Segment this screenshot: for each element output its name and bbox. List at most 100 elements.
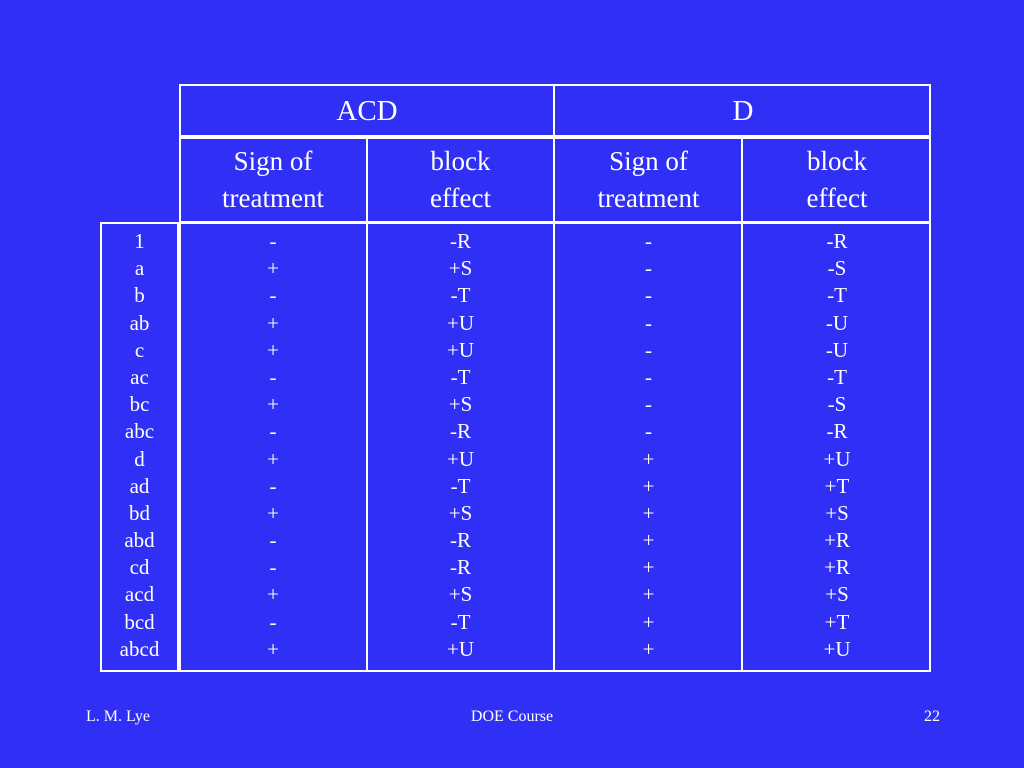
table-cell: - — [645, 419, 652, 444]
table-cell: + — [642, 636, 655, 661]
acd-block-column: -R +S -T +U +U -T +S -R +U -T +S -R -R +S -T +U — [367, 228, 554, 663]
table-cell: +S — [825, 582, 849, 607]
table-cell: + — [642, 609, 655, 634]
column-divider-3 — [741, 137, 743, 672]
table-cell: + — [267, 500, 279, 525]
table-cell: +U — [823, 446, 851, 471]
table-cell: - — [269, 364, 277, 389]
table-cell: - — [269, 528, 277, 553]
table-cell: -T — [450, 609, 471, 634]
column-header-line: Sign of — [609, 146, 688, 176]
table-cell: - — [645, 392, 652, 417]
column-header-line: effect — [806, 183, 868, 213]
table-cell: + — [267, 337, 279, 362]
column-header-line: block — [430, 146, 491, 176]
table-cell: + — [267, 446, 279, 471]
table-cell: abd — [124, 528, 155, 553]
table-cell: abcd — [119, 636, 160, 661]
table-cell: +T — [824, 473, 850, 498]
table-cell: ab — [129, 310, 150, 335]
column-header-line: block — [807, 146, 867, 176]
table-cell: -S — [827, 392, 847, 417]
table-cell: - — [645, 229, 652, 253]
data-body-frame — [179, 222, 931, 672]
column-header-d-block: block effect — [743, 140, 931, 220]
table-cell: +T — [824, 609, 850, 634]
table-cell: -R — [450, 419, 471, 444]
table-cell: + — [642, 528, 655, 553]
group-divider — [553, 84, 555, 137]
d-block-column: -R -S -T -U -U -T -S -R +U +T +S +R +R +S +T +U — [743, 228, 931, 663]
column-header-d-sign: Sign of treatment — [555, 140, 742, 220]
table-cell: -U — [825, 310, 849, 335]
table-cell: cd — [129, 555, 150, 580]
table-cell: bcd — [124, 609, 155, 634]
table-cell: acd — [124, 582, 155, 607]
table-cell: +U — [446, 310, 474, 335]
table-cell: + — [267, 582, 279, 607]
column-header-line: treatment — [222, 183, 324, 213]
table-cell: + — [642, 500, 655, 525]
table-cell: + — [642, 446, 655, 471]
row-label-frame — [100, 222, 179, 672]
table-cell: + — [642, 582, 655, 607]
table-cell: -T — [450, 283, 471, 308]
table-cell: - — [645, 256, 652, 281]
table-cell: - — [269, 419, 277, 444]
column-divider-1 — [366, 137, 368, 672]
group-title-acd: ACD — [336, 95, 398, 127]
footer-course: DOE Course — [470, 708, 554, 725]
table-cell: bd — [129, 500, 150, 525]
table-cell: - — [645, 310, 652, 335]
table-cell: +U — [823, 636, 851, 661]
table-cell: +S — [448, 582, 473, 607]
table-cell: + — [267, 636, 279, 661]
table-cell: + — [267, 256, 279, 281]
group-header-frame — [179, 84, 931, 137]
footer-author: L. M. Lye — [86, 708, 150, 725]
table-cell: ac — [130, 364, 149, 389]
table-cell: 1 — [134, 229, 145, 253]
table-cell: +U — [446, 636, 474, 661]
column-divider-2 — [553, 137, 555, 672]
column-header-acd-sign: Sign of treatment — [179, 140, 367, 220]
table-cell: d — [134, 446, 145, 471]
footer-page-number: 22 — [924, 708, 940, 725]
table-cell: - — [269, 473, 277, 498]
table-cell: -T — [827, 283, 847, 308]
table-cell: -R — [450, 555, 471, 580]
table-cell: - — [645, 283, 652, 308]
table-cell: +S — [448, 392, 473, 417]
table-cell: -S — [827, 256, 847, 281]
table-cell: -T — [450, 473, 471, 498]
table-cell: + — [267, 392, 279, 417]
table-cell: +S — [448, 256, 473, 281]
table-cell: +R — [824, 555, 850, 580]
table-cell: b — [134, 283, 145, 308]
row-label-column: 1 a b ab c ac bc abc d ad bd abd cd acd bcd abcd — [100, 228, 179, 663]
table-cell: -R — [450, 528, 471, 553]
table-cell: -R — [826, 419, 848, 444]
column-header-line: treatment — [597, 183, 700, 213]
column-header-line: Sign of — [233, 146, 313, 176]
group-title-d: D — [732, 95, 754, 127]
table-cell: +S — [448, 500, 473, 525]
table-cell: abc — [124, 419, 155, 444]
table-cell: -U — [825, 337, 849, 362]
table-cell: +R — [824, 528, 850, 553]
table-cell: +U — [446, 337, 474, 362]
table-cell: -T — [450, 364, 471, 389]
acd-sign-column: - + - + + - + - + - + - - + - + — [179, 228, 367, 663]
table-cell: a — [134, 256, 145, 281]
table-cell: -R — [450, 229, 471, 253]
table-cell: - — [645, 337, 652, 362]
table-cell: c — [134, 337, 145, 362]
table-cell: -T — [827, 364, 847, 389]
table-cell: - — [269, 609, 277, 634]
table-cell: ad — [129, 473, 150, 498]
column-header-line: effect — [430, 183, 491, 213]
table-cell: - — [269, 229, 277, 253]
table-cell: - — [645, 364, 652, 389]
table-cell: +U — [446, 446, 474, 471]
d-sign-column: - - - - - - - - + + + + + + + + — [555, 228, 742, 663]
